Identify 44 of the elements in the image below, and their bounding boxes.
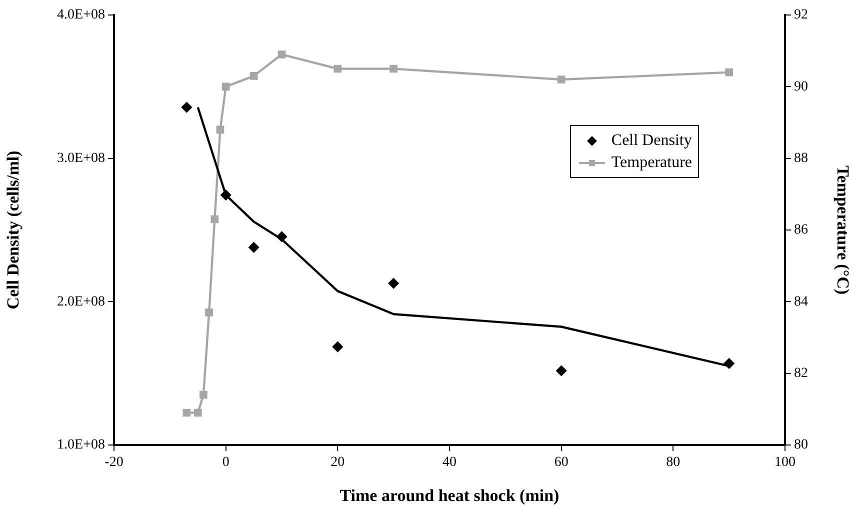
x-tick-label: 60 xyxy=(554,455,568,470)
point xyxy=(725,68,734,76)
point xyxy=(194,408,202,417)
point xyxy=(200,390,208,399)
point xyxy=(222,82,230,91)
x-tick-label: 40 xyxy=(442,455,456,470)
point xyxy=(210,215,219,224)
x-axis-title: Time around heat shock (min) xyxy=(340,486,560,506)
y2-tick-label: 92 xyxy=(794,8,808,23)
x-tick-label: 0 xyxy=(222,455,230,470)
y-axis-title: Cell Density (cells/ml) xyxy=(4,150,23,310)
y2-tick-label: 88 xyxy=(794,151,808,166)
point xyxy=(250,72,258,80)
y2-tick-label: 84 xyxy=(794,294,808,310)
x-tick-label: 80 xyxy=(666,455,680,470)
point xyxy=(182,408,191,417)
y-tick-label: 1.0E+08 xyxy=(57,438,105,453)
x-tick-label: -20 xyxy=(104,455,124,470)
point xyxy=(216,126,224,134)
y2-tick-label: 82 xyxy=(794,366,808,382)
y2-axis-title: Temperature (°C) xyxy=(833,165,852,295)
point xyxy=(390,64,398,73)
point xyxy=(220,190,231,200)
point xyxy=(334,64,342,73)
y2-tick-label: 90 xyxy=(794,79,808,94)
y-tick-label: 4.0E+08 xyxy=(57,8,105,23)
point xyxy=(724,358,734,369)
point xyxy=(182,102,192,112)
point xyxy=(556,366,566,376)
x-tick-label: 100 xyxy=(774,455,796,470)
point xyxy=(248,242,259,252)
point xyxy=(278,50,286,58)
point xyxy=(557,76,566,84)
x-tick-label: 20 xyxy=(330,455,345,470)
point xyxy=(276,232,287,242)
y2-tick-label: 86 xyxy=(794,222,808,238)
legend-label: Temperature xyxy=(611,153,692,173)
point xyxy=(332,342,343,352)
y-tick-label: 3.0E+08 xyxy=(57,151,105,166)
legend-label: Cell Density xyxy=(611,131,692,151)
point xyxy=(388,278,399,288)
y2-tick-label: 80 xyxy=(794,438,808,453)
y-tick-label: 2.0E+08 xyxy=(57,294,105,310)
point xyxy=(205,308,213,316)
